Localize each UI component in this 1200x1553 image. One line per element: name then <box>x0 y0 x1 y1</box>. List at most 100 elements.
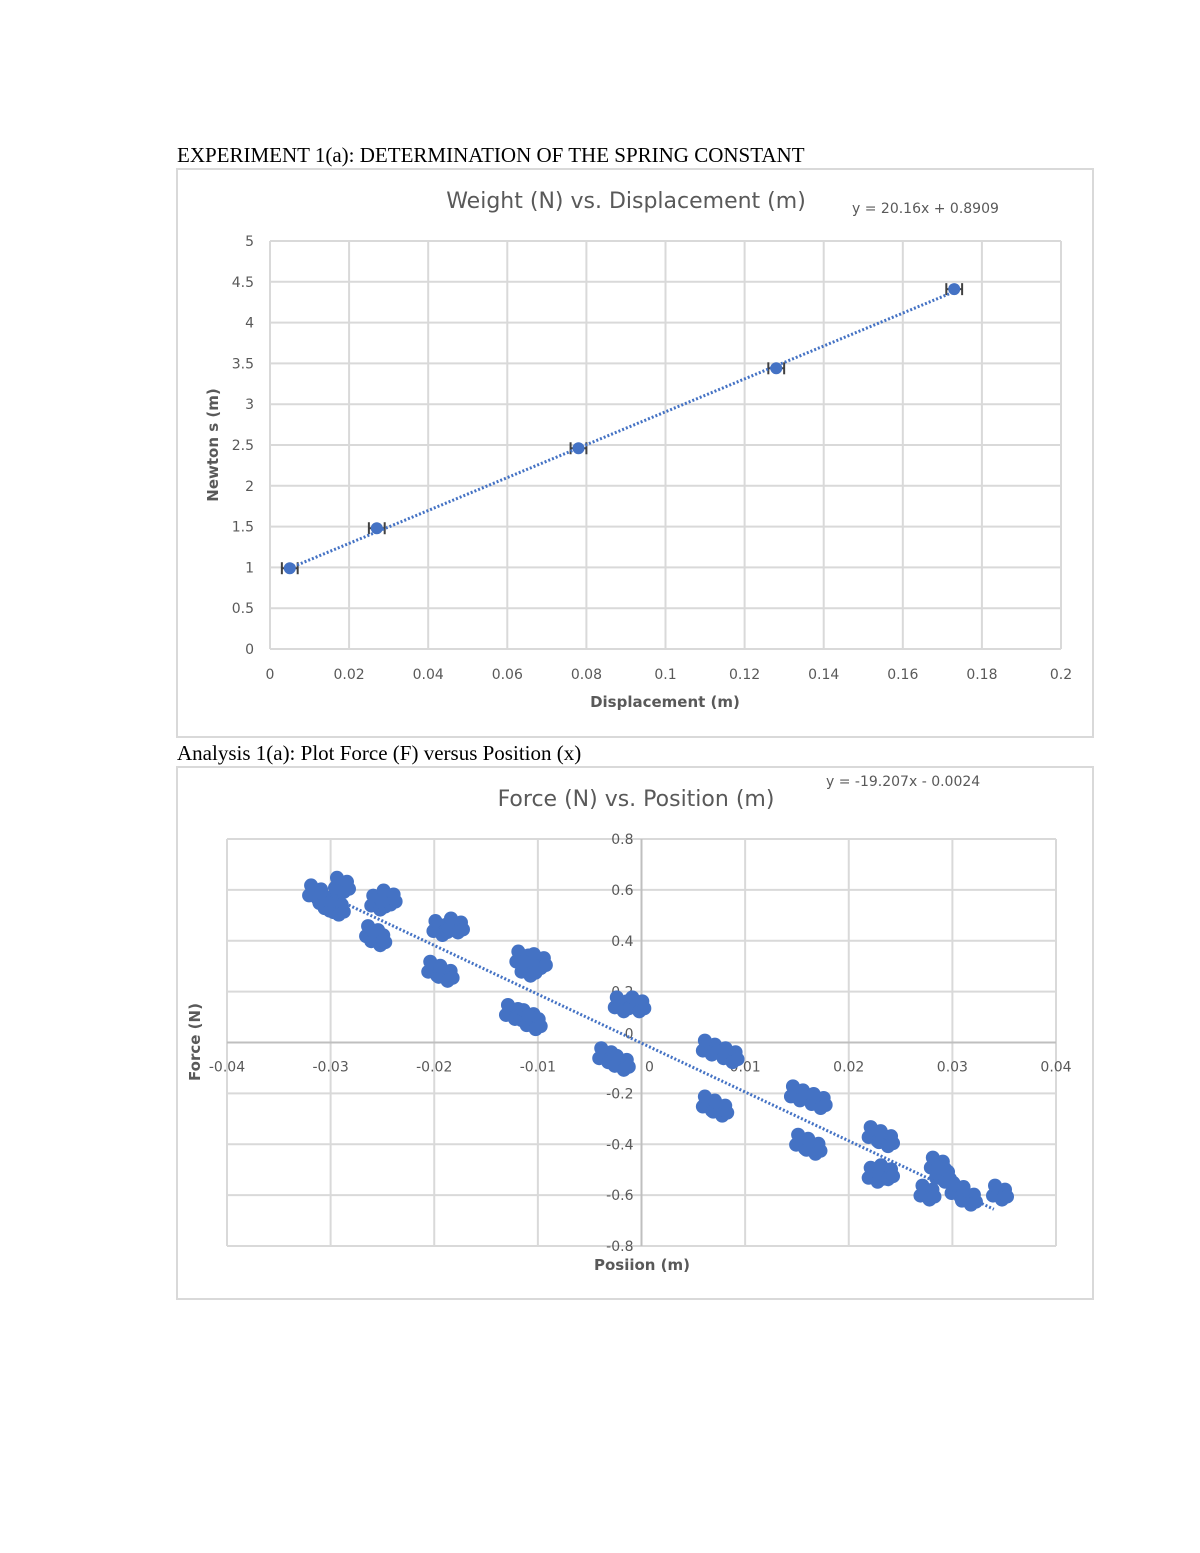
x-tick-label: -0.04 <box>209 1060 245 1076</box>
chart-frame-force <box>176 766 1094 1300</box>
y-tick-label: 0.6 <box>611 883 633 899</box>
y-tick-label: 2.5 <box>232 438 254 454</box>
data-point <box>500 997 515 1012</box>
x-tick-label: 0.1 <box>654 667 676 683</box>
data-point <box>886 1169 901 1184</box>
x-tick-label: 0.02 <box>833 1060 864 1076</box>
x-tick-label: 0.12 <box>729 667 760 683</box>
data-point <box>637 1001 652 1016</box>
data-point <box>730 1052 745 1067</box>
x-tick-label: 0.04 <box>413 667 444 683</box>
data-point <box>718 1041 733 1056</box>
y-tick-label: 1 <box>245 560 254 576</box>
experiment-heading: EXPERIMENT 1(a): DETERMINATION OF THE SP… <box>177 143 805 167</box>
data-point <box>874 1158 889 1173</box>
data-point <box>927 1189 942 1204</box>
data-point <box>697 1033 712 1048</box>
data-point <box>538 958 553 973</box>
y-tick-label: 4 <box>245 316 254 332</box>
x-tick-label: 0.18 <box>966 667 997 683</box>
x-tick-label: 0.04 <box>1040 1060 1071 1076</box>
data-point <box>946 1176 961 1191</box>
x-tick-label: 0 <box>645 1060 654 1076</box>
data-point <box>366 924 381 939</box>
y-tick-label: 3 <box>245 397 254 413</box>
x-tick-label: 0.08 <box>571 667 602 683</box>
y-tick-label: 3.5 <box>232 356 254 372</box>
y-tick-label: -0.6 <box>606 1188 633 1204</box>
x-tick-label: 0.16 <box>887 667 918 683</box>
data-point <box>770 362 783 375</box>
chart-frame-weight <box>176 168 1094 738</box>
y-tick-label: 0.4 <box>611 934 633 950</box>
data-point <box>370 522 383 535</box>
data-point <box>516 954 531 969</box>
y-tick-label: 1.5 <box>232 520 254 536</box>
data-point <box>336 904 351 919</box>
data-point <box>609 990 624 1005</box>
data-point <box>304 878 319 893</box>
data-point <box>801 1132 816 1147</box>
data-point <box>428 914 443 929</box>
y-tick-label: 4.5 <box>232 275 254 291</box>
data-point <box>388 894 403 909</box>
data-point <box>341 881 356 896</box>
data-point <box>813 1143 828 1158</box>
data-point <box>1000 1189 1015 1204</box>
data-point <box>785 1079 800 1094</box>
y-tick-label: 0.8 <box>611 832 633 848</box>
y-tick-label: 0 <box>625 1027 634 1043</box>
x-tick-label: -0.01 <box>520 1060 556 1076</box>
data-point <box>874 1125 889 1140</box>
chart-title: Weight (N) vs. Displacement (m) <box>446 189 806 214</box>
y-tick-label: 0.5 <box>232 601 254 617</box>
x-tick-label: 0.02 <box>334 667 365 683</box>
x-tick-label: 0.2 <box>1050 667 1072 683</box>
data-point <box>283 562 296 575</box>
data-point <box>625 990 640 1005</box>
analysis-heading: Analysis 1(a): Plot Force (F) versus Pos… <box>177 741 582 765</box>
data-point <box>886 1136 901 1151</box>
data-point <box>528 965 543 980</box>
trendline-equation: y = -19.207x - 0.0024 <box>826 774 980 790</box>
data-point <box>621 1059 636 1074</box>
y-tick-label: 2 <box>245 479 254 495</box>
chart-title: Force (N) vs. Position (m) <box>498 787 775 812</box>
data-point <box>931 1160 946 1175</box>
data-point <box>948 283 961 296</box>
x-tick-label: 0 <box>266 667 275 683</box>
data-point <box>609 1048 624 1063</box>
data-point <box>818 1098 833 1113</box>
y-tick-label: -0.4 <box>606 1137 633 1153</box>
data-point <box>376 883 391 898</box>
y-axis-title: Force (N) <box>186 1003 204 1081</box>
data-point <box>378 935 393 950</box>
data-point <box>863 1120 878 1135</box>
data-point <box>988 1178 1003 1193</box>
y-tick-label: -0.8 <box>606 1239 633 1255</box>
x-tick-label: 0.03 <box>937 1060 968 1076</box>
data-point <box>443 911 458 926</box>
trendline-equation: y = 20.16x + 0.8909 <box>852 201 999 217</box>
x-axis-title: Posiion (m) <box>594 1256 690 1274</box>
x-tick-label: -0.02 <box>416 1060 452 1076</box>
x-tick-label: 0.06 <box>492 667 523 683</box>
y-axis-title: Newton s (m) <box>204 388 222 501</box>
data-point <box>433 959 448 974</box>
data-point <box>329 870 344 885</box>
data-point <box>708 1094 723 1109</box>
x-axis-title: Displacement (m) <box>590 693 740 711</box>
y-tick-label: -0.2 <box>606 1086 633 1102</box>
trendline <box>329 895 995 1211</box>
x-tick-label: -0.03 <box>313 1060 349 1076</box>
data-point <box>526 947 541 962</box>
data-point <box>533 1019 548 1034</box>
data-point <box>806 1087 821 1102</box>
data-point <box>697 1089 712 1104</box>
y-tick-label: 5 <box>245 234 254 250</box>
data-point <box>455 922 470 937</box>
data-point <box>594 1041 609 1056</box>
data-point <box>521 1008 536 1023</box>
